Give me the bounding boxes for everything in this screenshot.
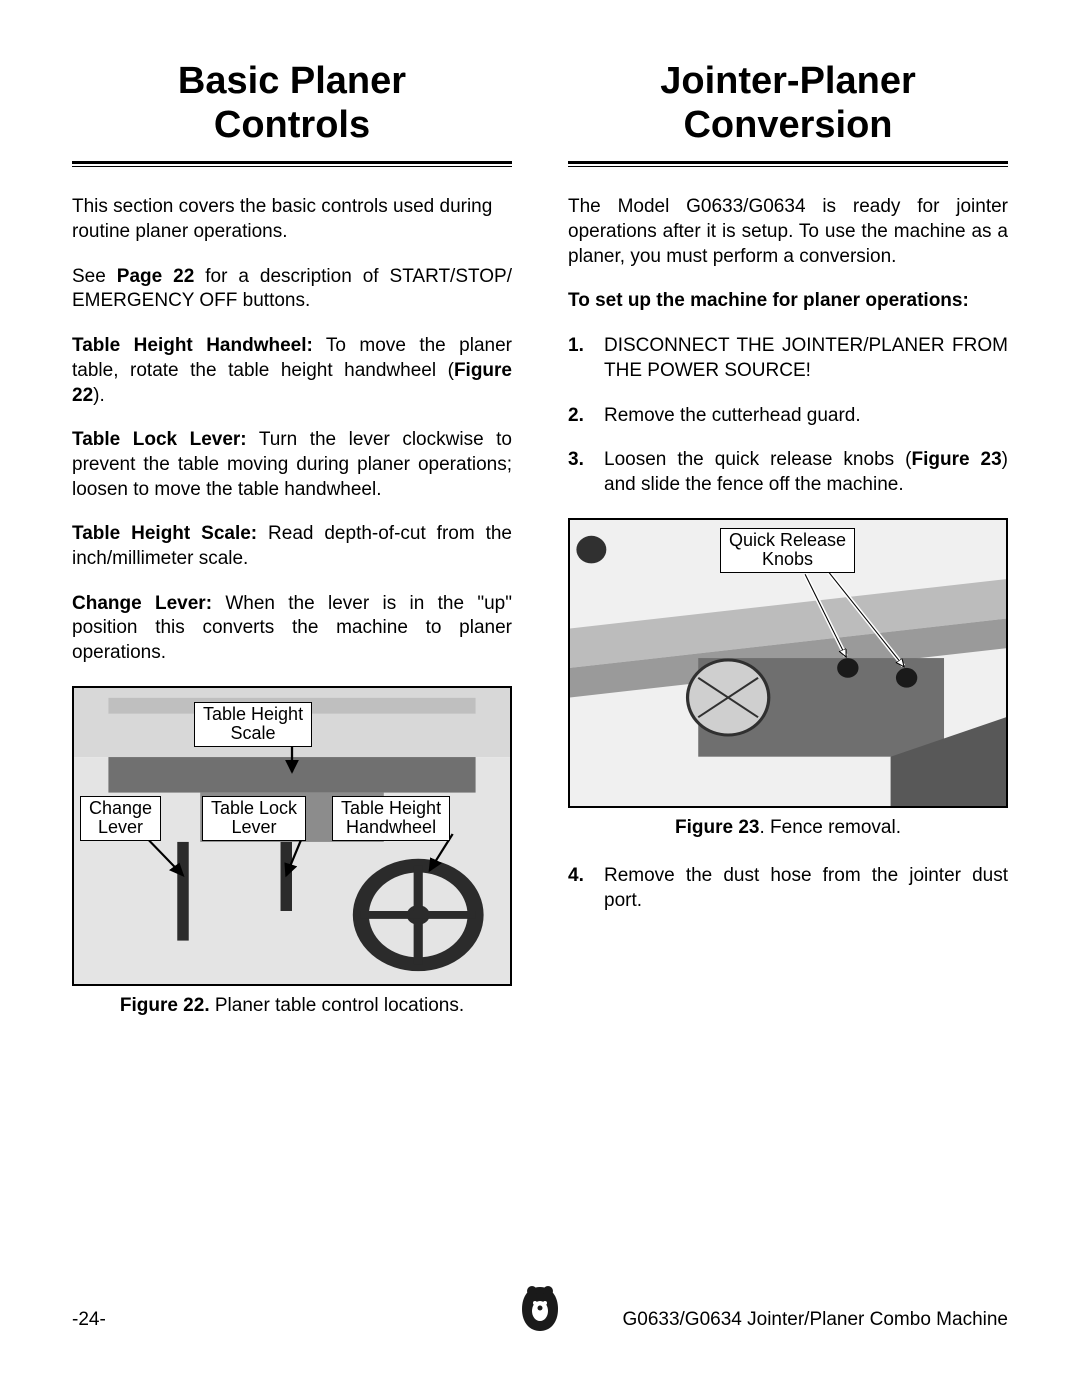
right-column: Jointer-Planer Conversion The Model G063…	[568, 60, 1008, 1042]
rule-thin	[568, 166, 1008, 167]
rule-thick	[72, 161, 512, 164]
setup-steps-cont: Remove the dust hose from the jointer du…	[568, 864, 1008, 913]
step-item: DISCONNECT THE JOINTER/PLANER FROM THE P…	[568, 334, 1008, 383]
bear-logo-icon	[518, 1283, 562, 1339]
step-item: Remove the dust hose from the jointer du…	[568, 864, 1008, 913]
body-text: The Model G0633/G0634 is ready for joint…	[568, 195, 1008, 269]
rule-thin	[72, 166, 512, 167]
setup-heading: To set up the machine for planer operati…	[568, 289, 1008, 314]
setup-steps: DISCONNECT THE JOINTER/PLANER FROM THE P…	[568, 334, 1008, 497]
figure-23: Quick ReleaseKnobs	[568, 518, 1008, 808]
left-heading: Basic Planer Controls	[72, 60, 512, 147]
figure-label: Table HeightScale	[194, 702, 312, 748]
body-text: Table Height Handwheel: To move the plan…	[72, 334, 512, 408]
figure-label: Table LockLever	[202, 796, 306, 842]
body-text: Table Height Scale: Read depth-of-cut fr…	[72, 522, 512, 571]
body-text: Change Lever: When the lever is in the "…	[72, 592, 512, 666]
figure-label: Table HeightHandwheel	[332, 796, 450, 842]
right-heading: Jointer-Planer Conversion	[568, 60, 1008, 147]
heading-line: Jointer-Planer	[660, 60, 916, 102]
heading-line: Basic Planer	[178, 60, 406, 102]
step-item: Remove the cutterhead guard.	[568, 404, 1008, 429]
page-number: -24-	[72, 1309, 106, 1331]
heading-line: Controls	[214, 104, 370, 146]
page-footer: -24- G0633/G0634 Jointer/Planer Combo Ma…	[72, 1309, 1008, 1331]
figure-22: Table HeightScale ChangeLever Table Lock…	[72, 686, 512, 986]
figure-label: Quick ReleaseKnobs	[720, 528, 855, 574]
left-column: Basic Planer Controls This section cover…	[72, 60, 512, 1042]
heading-line: Conversion	[683, 104, 892, 146]
rule-thick	[568, 161, 1008, 164]
body-text: This section covers the basic controls u…	[72, 195, 512, 244]
doc-title: G0633/G0634 Jointer/Planer Combo Machine	[622, 1309, 1008, 1331]
step-item: Loosen the quick release knobs (Figure 2…	[568, 448, 1008, 497]
two-column-layout: Basic Planer Controls This section cover…	[72, 60, 1008, 1042]
figure-22-caption: Figure 22. Planer table control location…	[72, 994, 512, 1019]
figure-23-caption: Figure 23. Fence removal.	[568, 816, 1008, 841]
body-text: See Page 22 for a description of START/S…	[72, 265, 512, 314]
body-text: Table Lock Lever: Turn the lever clockwi…	[72, 428, 512, 502]
figure-label: ChangeLever	[80, 796, 161, 842]
